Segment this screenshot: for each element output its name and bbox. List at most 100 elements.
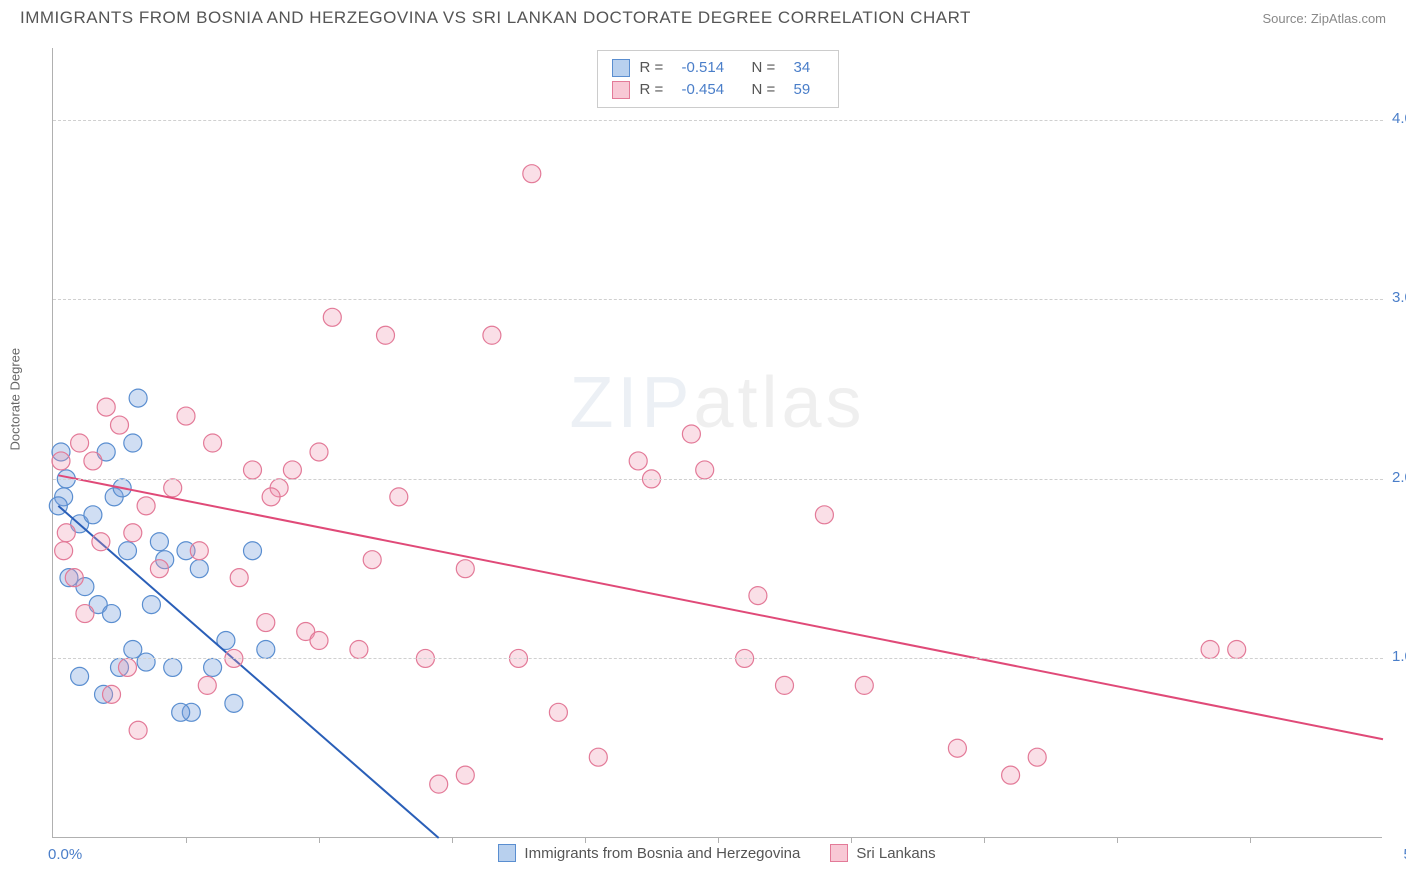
legend-item: Immigrants from Bosnia and Herzegovina (498, 844, 800, 862)
data-point (164, 479, 182, 497)
data-point (111, 416, 129, 434)
data-point (118, 542, 136, 560)
legend-row: R =-0.514N =34 (612, 57, 824, 79)
correlation-legend: R =-0.514N =34R =-0.454N =59 (597, 50, 839, 108)
data-point (103, 685, 121, 703)
data-point (150, 560, 168, 578)
data-point (749, 587, 767, 605)
legend-item: Sri Lankans (830, 844, 935, 862)
gridline (53, 120, 1383, 121)
data-point (84, 452, 102, 470)
x-tick-mark (1250, 837, 1251, 843)
data-point (150, 533, 168, 551)
legend-swatch (498, 844, 516, 862)
x-tick-mark (1117, 837, 1118, 843)
data-point (225, 694, 243, 712)
data-point (244, 542, 262, 560)
data-point (629, 452, 647, 470)
data-point (55, 542, 73, 560)
x-tick-mark (452, 837, 453, 843)
data-point (103, 605, 121, 623)
data-point (204, 658, 222, 676)
trend-line (58, 475, 1383, 739)
data-point (84, 506, 102, 524)
data-point (164, 658, 182, 676)
data-point (363, 551, 381, 569)
x-tick-mark (851, 837, 852, 843)
y-tick-label: 2.0% (1392, 469, 1406, 486)
data-point (776, 676, 794, 694)
data-point (97, 398, 115, 416)
data-point (124, 524, 142, 542)
data-point (129, 721, 147, 739)
x-tick-mark (718, 837, 719, 843)
plot-region: Doctorate Degree ZIPatlas R =-0.514N =34… (52, 48, 1382, 838)
data-point (696, 461, 714, 479)
data-point (71, 434, 89, 452)
data-point (65, 569, 83, 587)
data-point (483, 326, 501, 344)
y-tick-label: 1.0% (1392, 648, 1406, 665)
chart-title: IMMIGRANTS FROM BOSNIA AND HERZEGOVINA V… (20, 8, 971, 28)
data-point (92, 533, 110, 551)
data-point (262, 488, 280, 506)
chart-area: Doctorate Degree ZIPatlas R =-0.514N =34… (52, 48, 1382, 838)
n-value: 59 (794, 79, 824, 101)
data-point (137, 653, 155, 671)
legend-label: Sri Lankans (856, 845, 935, 862)
data-point (323, 308, 341, 326)
data-point (549, 703, 567, 721)
data-point (142, 596, 160, 614)
gridline (53, 299, 1383, 300)
x-tick-mark (585, 837, 586, 843)
data-point (815, 506, 833, 524)
data-point (589, 748, 607, 766)
x-tick-mark (186, 837, 187, 843)
n-label: N = (752, 57, 784, 79)
y-tick-label: 3.0% (1392, 289, 1406, 306)
data-point (1201, 640, 1219, 658)
legend-swatch (612, 81, 630, 99)
data-point (855, 676, 873, 694)
y-tick-label: 4.0% (1392, 110, 1406, 127)
x-tick-mark (984, 837, 985, 843)
series-legend: Immigrants from Bosnia and Herzegovina Sr… (52, 844, 1382, 862)
data-point (172, 703, 190, 721)
data-point (377, 326, 395, 344)
data-point (257, 640, 275, 658)
r-value: -0.514 (682, 57, 742, 79)
data-point (1228, 640, 1246, 658)
data-point (430, 775, 448, 793)
data-point (456, 766, 474, 784)
data-point (137, 497, 155, 515)
gridline (53, 658, 1383, 659)
r-label: R = (640, 57, 672, 79)
data-point (682, 425, 700, 443)
source-label: Source: ZipAtlas.com (1262, 11, 1386, 26)
data-point (244, 461, 262, 479)
data-point (523, 165, 541, 183)
data-point (1002, 766, 1020, 784)
legend-swatch (830, 844, 848, 862)
data-point (124, 434, 142, 452)
data-point (177, 407, 195, 425)
data-point (948, 739, 966, 757)
data-point (257, 614, 275, 632)
n-label: N = (752, 79, 784, 101)
data-point (71, 667, 89, 685)
data-point (390, 488, 408, 506)
data-point (190, 542, 208, 560)
data-point (310, 443, 328, 461)
data-point (1028, 748, 1046, 766)
data-point (76, 605, 94, 623)
data-point (230, 569, 248, 587)
r-label: R = (640, 79, 672, 101)
data-point (283, 461, 301, 479)
data-point (198, 676, 216, 694)
data-point (52, 452, 70, 470)
y-axis-label: Doctorate Degree (8, 348, 23, 451)
data-point (204, 434, 222, 452)
data-point (350, 640, 368, 658)
legend-swatch (612, 59, 630, 77)
data-point (310, 632, 328, 650)
